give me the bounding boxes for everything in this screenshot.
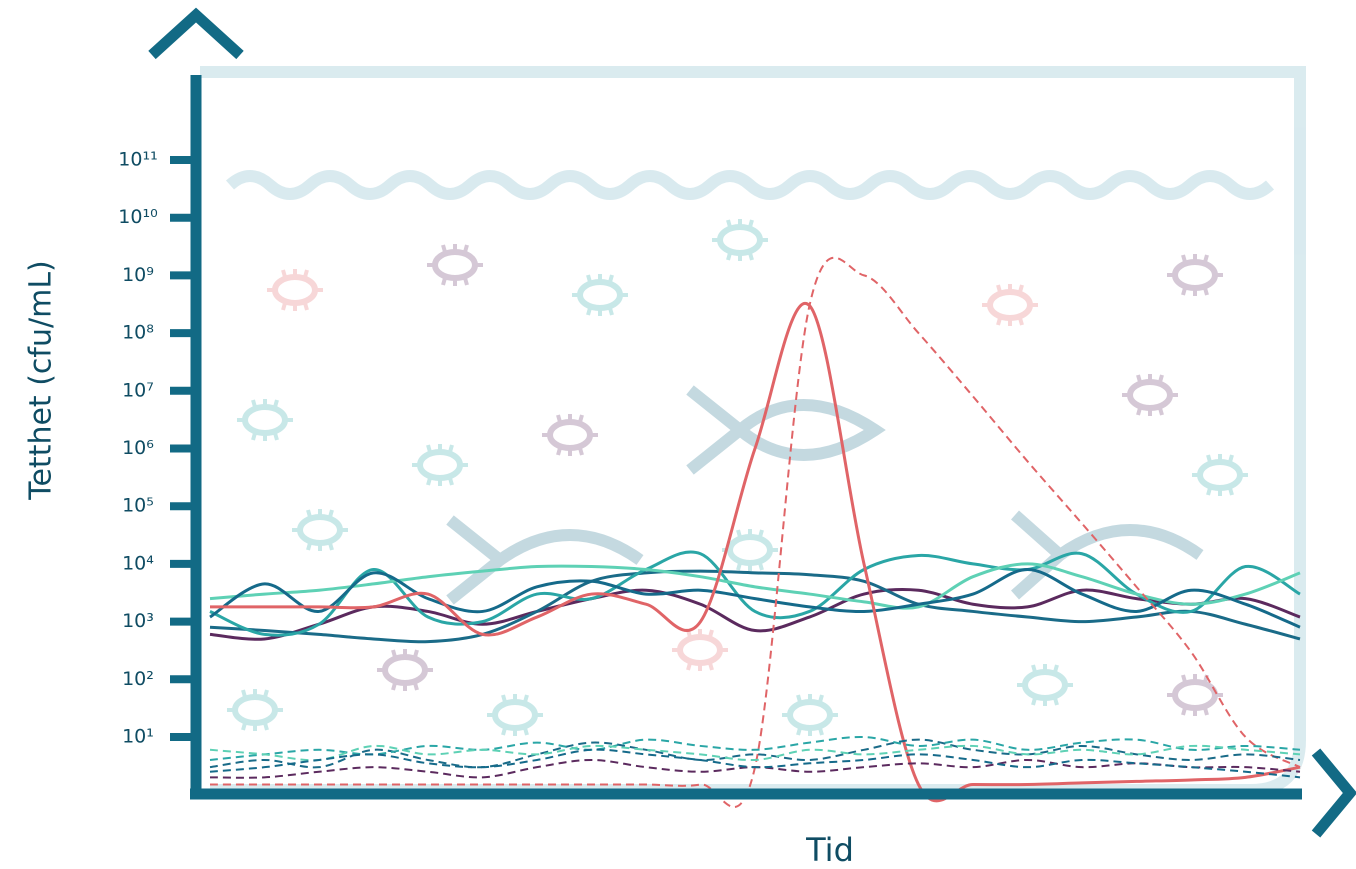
y-tick-label: 10⁵: [122, 495, 154, 517]
dashed-line: [209, 748, 1301, 779]
line: [209, 587, 1301, 641]
y-tick-label: 10¹⁰: [118, 206, 157, 228]
dashed-line: [210, 256, 1301, 808]
dashed-line: [209, 735, 1301, 761]
plot-area: [209, 256, 1301, 808]
dashed-line: [209, 738, 1301, 769]
y-tick-label: 10⁷: [122, 379, 154, 401]
line: [209, 301, 1301, 803]
y-tick-label: 10³: [122, 610, 154, 632]
x-axis-label: Tid: [805, 831, 854, 869]
line: [209, 567, 1301, 629]
decor: [200, 66, 1306, 796]
line: [209, 562, 1301, 610]
y-tick-label: 10¹¹: [118, 149, 157, 171]
y-tick-label: 10⁴: [122, 552, 154, 574]
y-tick-label: 10⁶: [122, 437, 154, 459]
y-tick-label: 10⁸: [122, 322, 154, 344]
dashed-line: [209, 744, 1301, 762]
y-tick-label: 10⁹: [122, 264, 154, 286]
y-tick-label: 10²: [122, 668, 154, 690]
line: [209, 569, 1301, 644]
y-tick-label: 10¹: [122, 726, 154, 748]
y-axis-label: Tetthet (cfu/mL): [24, 260, 59, 501]
